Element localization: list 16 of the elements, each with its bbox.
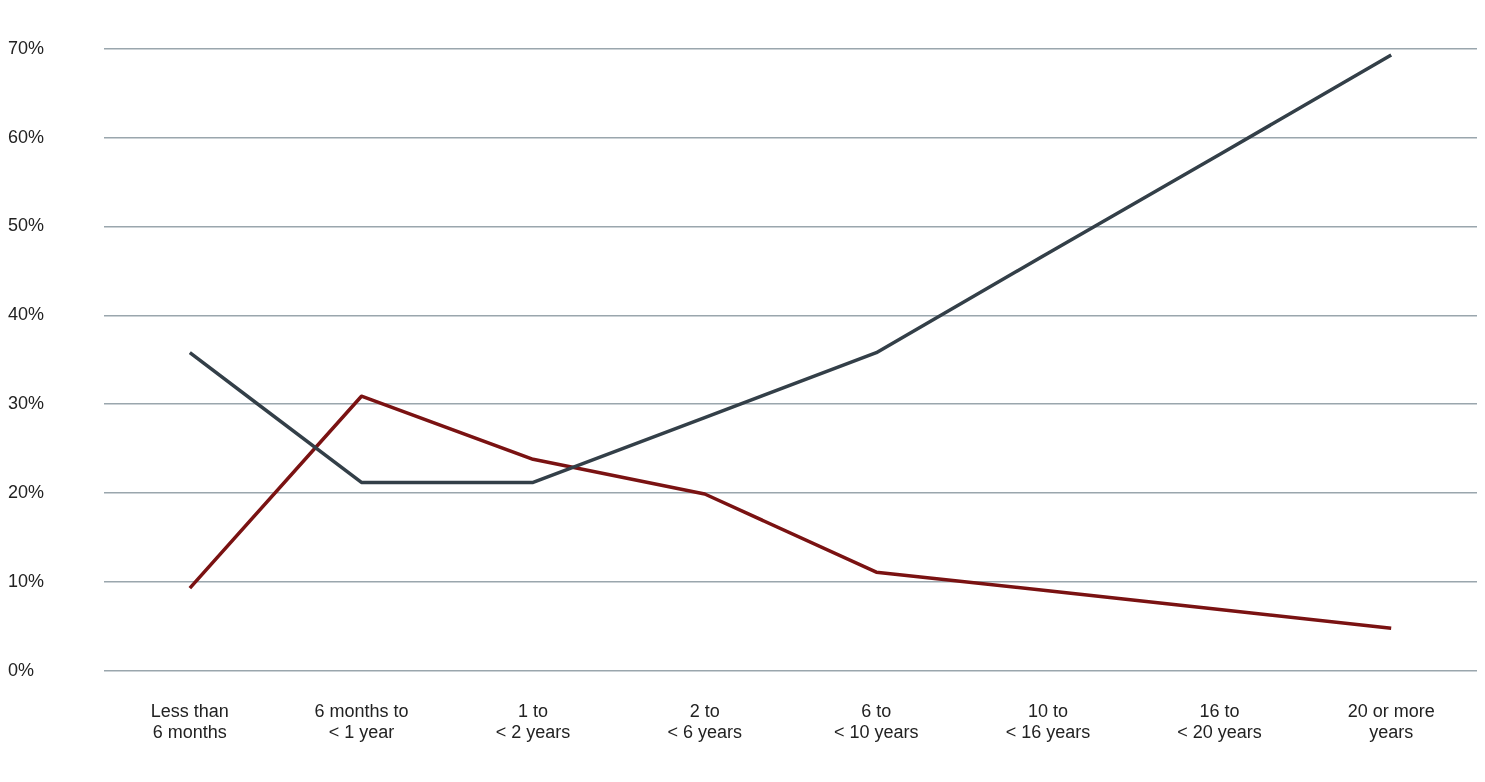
x-tick-label: 10 to < 16 years bbox=[1005, 700, 1091, 743]
x-tick-label: 6 months to < 1 year bbox=[314, 700, 409, 743]
y-tick-label: 20% bbox=[8, 482, 45, 503]
x-tick-label: 1 to < 2 years bbox=[495, 700, 571, 743]
x-tick-label: Less than 6 months bbox=[150, 700, 229, 743]
y-tick-label: 60% bbox=[8, 126, 45, 147]
y-tick-label: 70% bbox=[8, 37, 45, 58]
y-tick-label: 0% bbox=[8, 659, 35, 680]
x-tick-label: 20 or more years bbox=[1347, 700, 1435, 743]
y-tick-label: 30% bbox=[8, 393, 45, 414]
x-tick-label: 2 to < 6 years bbox=[667, 700, 742, 743]
y-tick-label: 40% bbox=[8, 304, 45, 325]
x-tick-label: 16 to < 20 years bbox=[1177, 700, 1262, 743]
y-tick-label: 10% bbox=[8, 570, 45, 591]
y-tick-label: 50% bbox=[8, 215, 45, 236]
x-tick-label: 6 to < 10 years bbox=[834, 700, 919, 743]
